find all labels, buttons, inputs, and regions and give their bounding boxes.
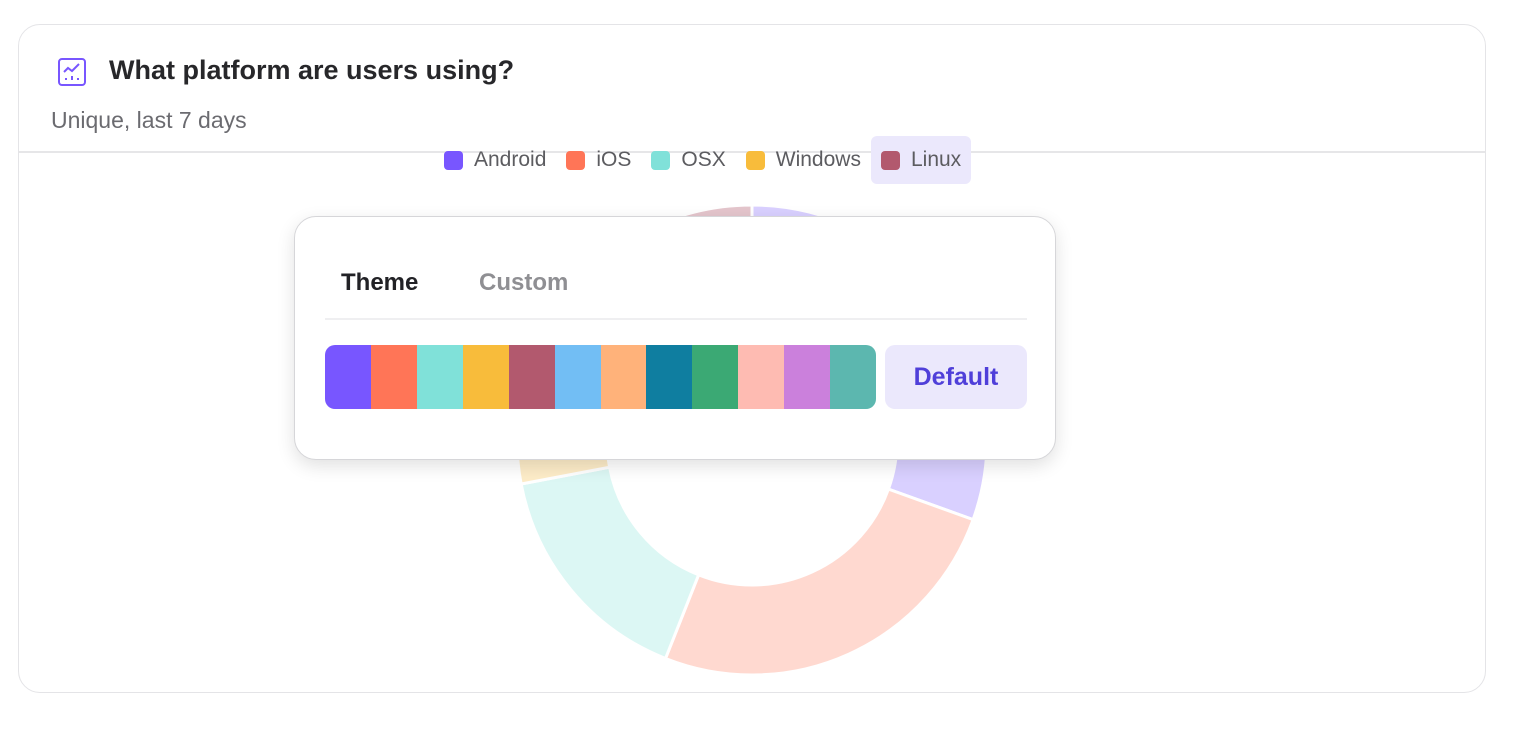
legend-label: iOS [596,148,632,171]
donut-segment-ios[interactable] [663,487,976,677]
legend-item-android[interactable]: Android [434,136,556,184]
legend-swatch [745,150,765,170]
legend-item-osx[interactable]: OSX [641,136,735,184]
donut-segment-osx[interactable] [519,465,701,661]
palette-swatch [325,345,371,409]
legend-label: Windows [775,148,861,171]
palette-swatch [646,345,693,409]
palette-swatch [554,345,601,409]
legend-swatch [444,150,463,170]
theme-palette[interactable] [325,345,876,409]
legend-item-ios[interactable]: iOS [556,136,641,184]
tab-divider [325,318,1027,320]
chart-legend: Android iOS OSX Windows Linux [434,136,972,184]
legend-swatch [651,150,671,170]
palette-swatch [600,345,647,409]
tab-custom[interactable]: Custom [479,269,569,296]
palette-swatch [508,345,555,409]
palette-swatch [830,345,876,409]
palette-swatch [738,345,785,409]
palette-swatch [416,345,463,409]
legend-item-windows[interactable]: Windows [736,136,871,184]
legend-label: Android [474,148,547,171]
legend-item-linux[interactable]: Linux [870,136,972,184]
palette-swatch [784,345,831,409]
chart-card: What platform are users using? Unique, l… [18,24,1486,693]
palette-swatch [462,345,509,409]
default-button[interactable]: Default [885,345,1027,409]
card-title: What platform are users using? [109,55,515,85]
card-subtitle: Unique, last 7 days [51,107,247,133]
palette-swatch [692,345,739,409]
palette-swatch [370,345,417,409]
legend-label: OSX [681,148,726,171]
legend-label: Linux [910,148,962,171]
tab-theme[interactable]: Theme [341,269,419,296]
color-picker-popup: Theme Custom Default [294,216,1056,460]
line-chart-icon [58,58,86,86]
legend-swatch [880,150,900,170]
legend-swatch [566,150,586,170]
